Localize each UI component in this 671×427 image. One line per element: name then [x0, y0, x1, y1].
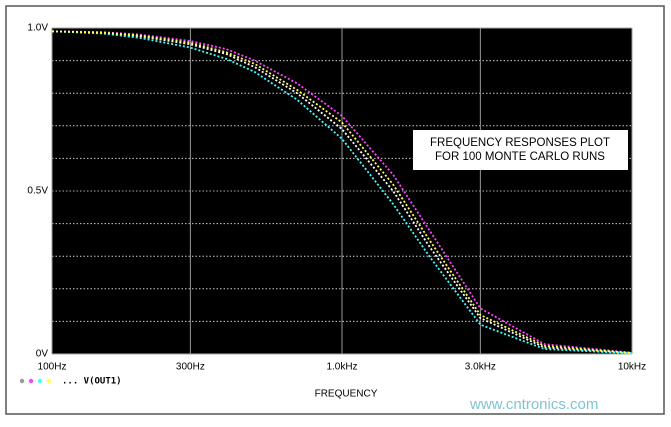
- annotation-box: [413, 130, 628, 170]
- series-line: [51, 30, 633, 354]
- y-tick-label: 1.0V: [27, 23, 48, 34]
- watermark: www.cntronics.com: [469, 396, 598, 413]
- series-line: [51, 30, 633, 354]
- y-tick-label: 0.5V: [27, 186, 48, 197]
- legend-marker: [37, 378, 43, 384]
- x-tick-label: 1.0kHz: [326, 362, 357, 373]
- x-tick-label: 100Hz: [38, 362, 67, 373]
- y-tick-label: 0V: [36, 349, 49, 360]
- annotation: FREQUENCY RESPONSES PLOT FOR 100 MONTE CA…: [430, 137, 610, 163]
- legend-label: ... V(OUT1): [62, 377, 122, 387]
- annotation-line: FOR 100 MONTE CARLO RUNS: [435, 151, 605, 163]
- annotation-line: FREQUENCY RESPONSES PLOT: [430, 137, 610, 149]
- x-tick-label: 3.0kHz: [465, 362, 496, 373]
- legend-marker: [46, 378, 52, 384]
- x-tick-label: 300Hz: [176, 362, 205, 373]
- legend-marker: [28, 378, 34, 384]
- legend-marker: [19, 378, 25, 384]
- x-axis-label: FREQUENCY: [315, 389, 378, 400]
- x-tick-label: 10kHz: [618, 362, 646, 373]
